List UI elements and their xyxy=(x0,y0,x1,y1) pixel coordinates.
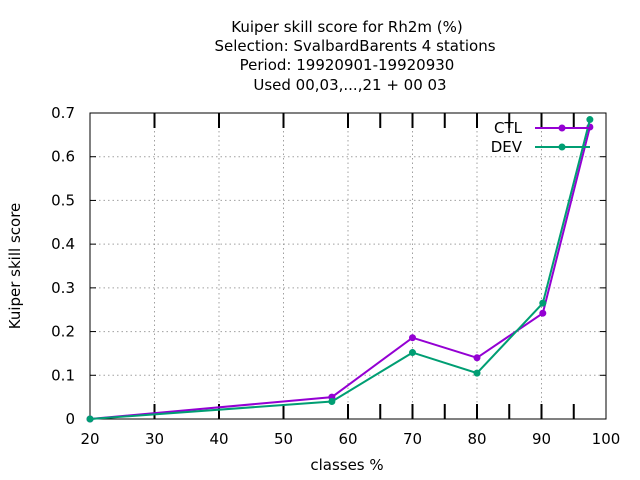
legend-label-dev: DEV xyxy=(491,138,523,156)
x-tick-label: 50 xyxy=(274,430,293,448)
y-tick-label: 0.3 xyxy=(51,279,75,297)
data-point-dev xyxy=(86,415,94,423)
x-tick-label: 80 xyxy=(467,430,486,448)
x-tick-labels: 20 30 40 50 60 70 80 90 100 xyxy=(80,430,620,448)
series xyxy=(86,116,594,423)
x-tick-label: 40 xyxy=(209,430,228,448)
series-line-dev xyxy=(89,119,591,420)
data-point-ctl xyxy=(539,309,547,317)
x-tick-label: 60 xyxy=(338,430,357,448)
legend-marker-dev xyxy=(558,143,566,151)
y-tick-label: 0.1 xyxy=(51,366,75,384)
y-axis-label: Kuiper skill score xyxy=(6,203,24,330)
x-tick-label: 90 xyxy=(532,430,551,448)
series-line-ctl xyxy=(89,126,591,420)
y-tick-label: 0 xyxy=(65,410,75,428)
y-tick-labels: 0 0.1 0.2 0.3 0.4 0.5 0.6 0.7 xyxy=(51,104,75,428)
x-tick-label: 20 xyxy=(80,430,99,448)
title-line-2: Selection: SvalbardBarents 4 stations xyxy=(214,37,495,55)
data-point-ctl xyxy=(409,334,416,342)
y-tick-label: 0.7 xyxy=(51,104,75,122)
data-point-ctl xyxy=(473,354,481,362)
data-point-dev xyxy=(328,398,336,406)
chart-title: Kuiper skill score for Rh2m (%) Selectio… xyxy=(214,18,495,94)
title-line-3: Period: 19920901-19920930 xyxy=(240,56,455,74)
x-tick-label: 100 xyxy=(592,430,621,448)
grid xyxy=(90,113,606,419)
plot-frame xyxy=(89,112,607,420)
title-line-1: Kuiper skill score for Rh2m (%) xyxy=(231,18,463,36)
x-tick-label: 30 xyxy=(145,430,164,448)
y-tick-label: 0.6 xyxy=(51,148,75,166)
y-tick-label: 0.4 xyxy=(51,235,75,253)
data-point-dev xyxy=(409,349,416,357)
y-tick-label: 0.2 xyxy=(51,323,75,341)
x-axis-label: classes % xyxy=(310,456,383,474)
y-tick-label: 0.5 xyxy=(51,191,75,209)
x-tick-label: 70 xyxy=(403,430,422,448)
data-point-dev xyxy=(473,369,481,377)
data-point-dev xyxy=(539,299,547,307)
legend-label-ctl: CTL xyxy=(494,119,523,137)
data-point-dev xyxy=(586,116,594,124)
legend-marker-ctl xyxy=(558,124,566,132)
title-line-4: Used 00,03,...,21 + 00 03 xyxy=(253,76,446,94)
